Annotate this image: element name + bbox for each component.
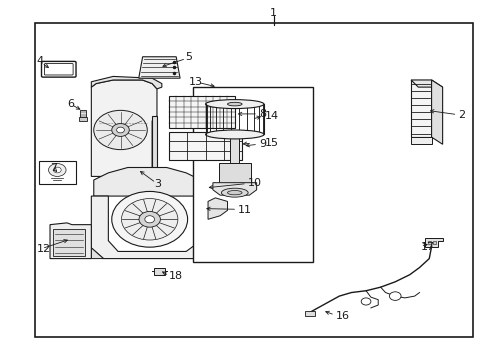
Bar <box>169 96 234 128</box>
Circle shape <box>94 111 147 150</box>
Polygon shape <box>410 80 442 87</box>
Text: 2: 2 <box>458 110 465 120</box>
Bar <box>169 132 242 160</box>
Ellipse shape <box>227 190 242 195</box>
FancyBboxPatch shape <box>44 64 73 75</box>
FancyBboxPatch shape <box>41 62 76 77</box>
Text: 7: 7 <box>50 163 57 173</box>
Bar <box>230 136 239 163</box>
Text: 5: 5 <box>185 53 192 63</box>
Text: 6: 6 <box>67 99 74 109</box>
Circle shape <box>116 127 124 133</box>
Ellipse shape <box>205 130 264 139</box>
Text: 1: 1 <box>270 8 277 18</box>
Circle shape <box>361 298 370 305</box>
Polygon shape <box>139 57 180 78</box>
Circle shape <box>112 123 129 136</box>
Polygon shape <box>431 80 442 144</box>
Polygon shape <box>91 80 157 176</box>
Polygon shape <box>152 116 157 176</box>
Text: 3: 3 <box>154 179 161 189</box>
Text: 4: 4 <box>36 56 43 66</box>
Bar <box>432 241 435 244</box>
Bar <box>53 229 85 256</box>
Ellipse shape <box>221 188 247 197</box>
Bar <box>193 87 312 262</box>
Text: 18: 18 <box>169 271 183 282</box>
Circle shape <box>48 163 66 176</box>
Bar <box>80 111 86 118</box>
Ellipse shape <box>205 100 264 109</box>
Polygon shape <box>91 196 220 258</box>
Circle shape <box>139 211 160 227</box>
Polygon shape <box>50 223 91 258</box>
Text: 17: 17 <box>420 242 434 252</box>
Bar <box>219 163 250 183</box>
Polygon shape <box>91 76 162 89</box>
Bar <box>35 23 472 337</box>
Polygon shape <box>207 198 227 219</box>
Text: 14: 14 <box>264 111 279 121</box>
Polygon shape <box>212 183 256 195</box>
Polygon shape <box>410 80 431 137</box>
Text: 16: 16 <box>335 311 349 321</box>
Circle shape <box>53 167 61 173</box>
Circle shape <box>112 192 187 247</box>
Text: 10: 10 <box>247 178 262 188</box>
Polygon shape <box>91 248 103 258</box>
Circle shape <box>121 199 178 240</box>
Bar <box>39 161 75 184</box>
Circle shape <box>388 292 400 300</box>
Text: 13: 13 <box>188 77 202 87</box>
Bar <box>427 241 430 244</box>
Text: 15: 15 <box>264 138 278 148</box>
Text: 12: 12 <box>36 244 50 254</box>
Text: 11: 11 <box>238 204 252 215</box>
Bar <box>305 311 314 316</box>
Polygon shape <box>410 137 431 144</box>
Text: 9: 9 <box>259 139 265 149</box>
Text: 8: 8 <box>259 109 265 119</box>
Polygon shape <box>425 238 442 247</box>
Circle shape <box>144 216 154 223</box>
Polygon shape <box>94 167 205 196</box>
Bar <box>154 267 164 275</box>
Bar <box>79 117 87 121</box>
Ellipse shape <box>227 102 242 106</box>
